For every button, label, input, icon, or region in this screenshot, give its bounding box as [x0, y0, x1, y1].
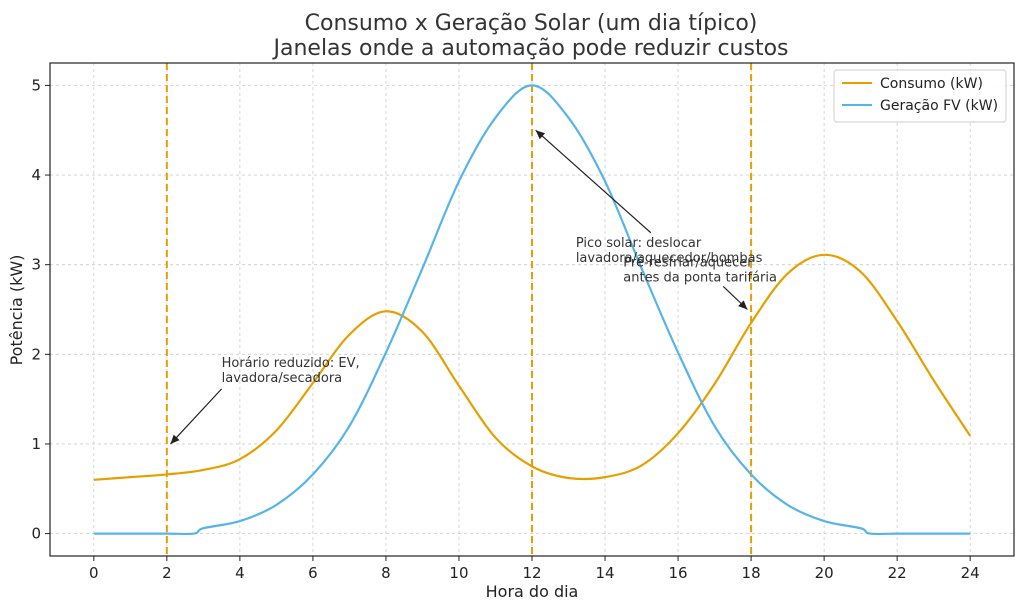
y-tick-label: 4: [31, 166, 41, 184]
y-tick-label: 2: [31, 345, 41, 363]
x-tick-label: 16: [669, 564, 688, 582]
x-tick-label: 10: [449, 564, 468, 582]
annotation-arrowhead: [535, 130, 546, 140]
annotation-text: Pré-resfriar/aquecer antes da ponta tarif…: [623, 255, 777, 285]
legend-label-consumo: Consumo (kW): [880, 76, 983, 92]
y-tick-label: 3: [31, 256, 41, 274]
series-line-geracao: [93, 84, 971, 536]
annotation-arrow: [535, 129, 652, 234]
x-tick-label: 4: [235, 564, 245, 582]
annotation-text: Pico solar: deslocar lavadora/aquecedor/b…: [576, 236, 763, 266]
y-tick-label: 5: [31, 76, 41, 94]
x-tick-label: 6: [308, 564, 318, 582]
x-tick-label: 18: [742, 564, 761, 582]
x-axis-label: Hora do dia: [486, 582, 579, 601]
x-tick-label: 22: [888, 564, 907, 582]
x-tick-label: 12: [522, 564, 541, 582]
annotation-arrow: [170, 388, 223, 445]
annotation-arrowhead: [738, 300, 748, 310]
y-tick-label: 1: [31, 435, 41, 453]
series: [93, 84, 972, 536]
series-line-consumo: [93, 253, 972, 481]
x-tick-label: 0: [89, 564, 99, 582]
annotation-text: Horário reduzido: EV, lavadora/secadora: [222, 356, 360, 386]
chart-title-line1: Consumo x Geração Solar (um dia típico): [305, 11, 758, 36]
x-tick-label: 14: [595, 564, 614, 582]
annotation-arrowhead: [170, 434, 180, 444]
annotations: Horário reduzido: EV, lavadora/secadora Pi…: [170, 129, 777, 445]
x-tick-label: 24: [961, 564, 980, 582]
legend: Consumo (kW) Geração FV (kW): [833, 69, 1007, 123]
legend-label-geracao: Geração FV (kW): [880, 98, 998, 114]
y-axis-label: Potência (kW): [7, 255, 26, 366]
legend-box: [833, 69, 1007, 123]
x-tick-label: 20: [815, 564, 834, 582]
chart-title-line2: Janelas onde a automação pode reduzir cu…: [272, 36, 789, 61]
x-tick-label: 8: [381, 564, 391, 582]
y-tick-label: 0: [31, 525, 41, 543]
x-tick-label: 2: [162, 564, 172, 582]
